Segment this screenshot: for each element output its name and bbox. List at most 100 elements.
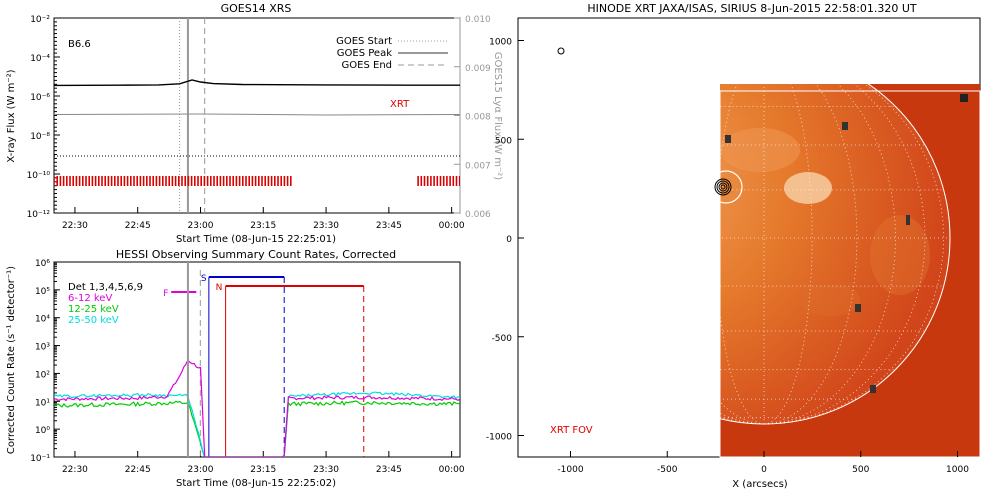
contour-1: [714, 178, 732, 196]
hessi-y-tick-label: 10³: [35, 343, 50, 353]
goes-left-tick-label: 10⁻⁴: [30, 54, 50, 64]
longitude-line: [763, 84, 926, 425]
xrt-y-tick-label: -1000: [486, 433, 512, 443]
goes-x-tick-label: 00:00: [439, 221, 465, 231]
hessi-y-ticks: 10⁶ 10⁵ 10⁴ 10³ 10² 10¹ 10⁰ 10⁻¹: [30, 259, 60, 464]
contour-2: [716, 180, 730, 194]
active-region-east: [870, 215, 930, 295]
xrt-x-ticks: -1000 -500 0 500 1000: [557, 451, 969, 475]
goes-left-tick-label: 10⁻⁶: [30, 93, 50, 103]
goes-right-tick-label: 0.008: [465, 113, 491, 123]
goes-left-tick-label: 10⁻¹⁰: [27, 171, 51, 181]
dark-feature-5: [855, 304, 861, 312]
interval-s-label: S: [201, 274, 207, 284]
xrt-y-tick-label: -500: [492, 334, 513, 344]
xrt-title: HINODE XRT JAXA/ISAS, SIRIUS 8-Jun-2015 …: [587, 2, 917, 15]
solar-limb: [720, 84, 951, 425]
series-6-12-kev: [54, 359, 460, 457]
goes-panel: GOES14 XRS 10⁻² 10⁻⁴ 10⁻⁶ 10⁻⁸ 10⁻¹⁰ 10⁻¹² 0.…: [6, 2, 503, 245]
dark-feature-2: [842, 122, 848, 130]
xrt-coverage-ticks: [54, 176, 460, 186]
goes-x-tick-label: 23:15: [250, 221, 276, 231]
xrt-x-tick-label: 0: [761, 465, 767, 475]
xrt-x-tick-label: -1000: [557, 465, 583, 475]
active-region-bright: [784, 172, 832, 204]
active-region-diffuse: [720, 128, 800, 172]
xrt-y-tick-label: 0: [506, 235, 512, 245]
dark-feature-3: [725, 135, 731, 143]
goes-x-tick-label: 22:30: [62, 221, 88, 231]
xrt-y-tick-label: 500: [495, 136, 512, 146]
hessi-x-tick-label: 23:45: [376, 465, 402, 475]
hessi-y-tick-label: 10⁶: [35, 259, 50, 269]
goes-right-tick-label: 0.007: [465, 161, 491, 171]
small-contour-marker: [557, 47, 565, 55]
goes-right-tick-label: 0.006: [465, 210, 491, 220]
xrt-panel: HINODE XRT JAXA/ISAS, SIRIUS 8-Jun-2015 …: [486, 2, 981, 490]
hessi-x-tick-label: 23:30: [313, 465, 339, 475]
hessi-y-tick-label: 10²: [35, 370, 50, 380]
goes-xlabel: Start Time (08-Jun-15 22:25:01): [176, 234, 336, 245]
goes-left-tick-label: 10⁻²: [30, 15, 50, 25]
goes-long-series: [54, 79, 460, 87]
contour-outer: [709, 170, 743, 204]
hessi-y-tick-label: 10⁵: [35, 287, 50, 297]
hessi-y-tick-label: 10⁻¹: [30, 454, 50, 464]
xrt-fov-box: [719, 90, 981, 458]
goes-x-ticks: 22:30 22:45 23:00 23:15 23:30 23:45 00:00: [62, 207, 465, 231]
hessi-intervals: [171, 270, 365, 457]
goes-right-tick-label: 0.009: [465, 64, 491, 74]
goes-x-tick-label: 23:30: [313, 221, 339, 231]
interval-f-label: F: [163, 289, 168, 299]
longitude-line: [763, 84, 813, 425]
goes-legend: GOES Start GOES Peak GOES End: [336, 36, 448, 71]
goes-right-ylabel: GOES15 Lyα Flux (W m⁻²): [492, 52, 503, 180]
xrt-x-tick-label: 1000: [946, 465, 969, 475]
hessi-x-tick-label: 23:00: [188, 465, 214, 475]
hessi-x-ticks: 22:30 22:45 23:00 23:15 23:30 23:45 00:00: [62, 451, 465, 475]
goes-xrt-label: XRT: [390, 99, 410, 110]
hessi-x-tick-label: 00:00: [439, 465, 465, 475]
contour-4: [720, 184, 726, 190]
goes-x-tick-label: 22:45: [125, 221, 151, 231]
goes-flare-class: B6.6: [68, 39, 91, 50]
hessi-title: HESSI Observing Summary Count Rates, Cor…: [116, 248, 396, 261]
goes-left-tick-label: 10⁻¹²: [27, 210, 51, 220]
hessi-y-tick-label: 10⁴: [35, 315, 50, 325]
hessi-x-tick-label: 22:30: [62, 465, 88, 475]
legend-goes-peak: GOES Peak: [337, 48, 392, 59]
legend-goes-start: GOES Start: [336, 36, 392, 47]
contour-3: [718, 182, 728, 192]
legend-25-50-kev: 25-50 keV: [68, 315, 119, 326]
legend-goes-end: GOES End: [342, 60, 392, 71]
interval-n-label: N: [216, 283, 223, 293]
hessi-x-tick-label: 22:45: [125, 465, 151, 475]
xrt-x-tick-label: 500: [852, 465, 869, 475]
goes-title: GOES14 XRS: [221, 2, 292, 15]
hessi-ylabel: Corrected Count Rate (s⁻¹ detector⁻¹): [6, 266, 17, 454]
hessi-flag-labels: F SN: [163, 274, 222, 299]
goes-lya-series: [54, 113, 460, 116]
hessi-panel: HESSI Observing Summary Count Rates, Cor…: [6, 248, 465, 489]
xrt-fov-label: XRT FOV: [550, 425, 593, 436]
goes-left-ticks: 10⁻² 10⁻⁴ 10⁻⁶ 10⁻⁸ 10⁻¹⁰ 10⁻¹²: [27, 15, 60, 220]
xrt-y-ticks: 1000 500 0 -500 -1000: [486, 38, 524, 443]
goes-right-tick-label: 0.010: [465, 15, 491, 25]
goes-left-tick-label: 10⁻⁸: [30, 132, 50, 142]
active-region-south: [800, 284, 860, 316]
xrt-image: [557, 47, 981, 458]
flare-contours: [709, 170, 743, 204]
series-25-50-kev: [54, 391, 460, 457]
goes-left-ylabel: X-ray Flux (W m⁻²): [6, 69, 17, 162]
hessi-detectors: Det 1,3,4,5,6,9: [68, 282, 143, 293]
goes-x-tick-label: 23:45: [376, 221, 402, 231]
hessi-y-tick-label: 10⁰: [35, 426, 50, 436]
series-12-25-kev: [54, 400, 460, 457]
longitude-line: [720, 84, 765, 425]
goes-x-tick-label: 23:00: [188, 221, 214, 231]
legend-12-25-kev: 12-25 keV: [68, 304, 119, 315]
xrt-xlabel: X (arcsecs): [732, 479, 788, 490]
xrt-x-tick-label: -500: [657, 465, 678, 475]
dark-feature-6: [870, 385, 876, 393]
